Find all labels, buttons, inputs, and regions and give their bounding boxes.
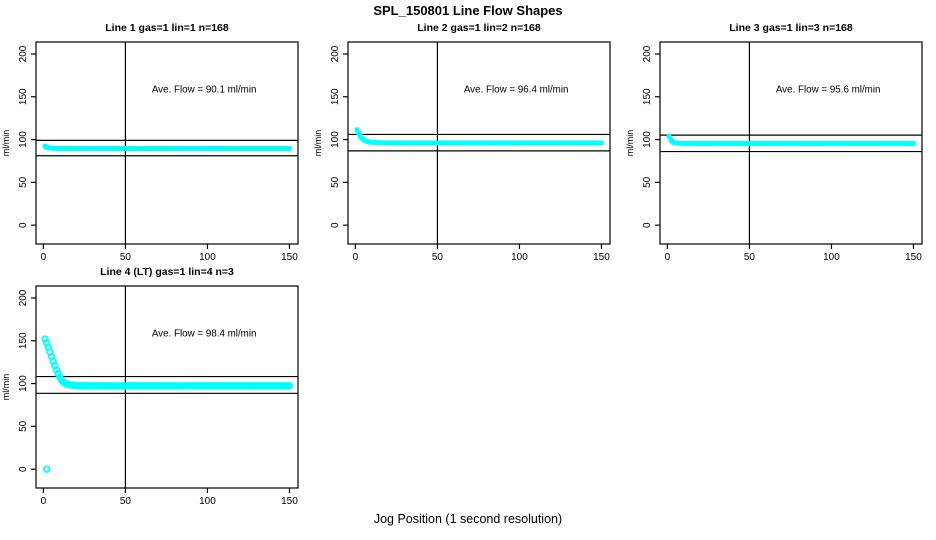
x-tick-label: 150 xyxy=(281,252,298,263)
y-tick-label: 0 xyxy=(330,222,341,228)
y-tick-label: 0 xyxy=(642,222,653,228)
x-tick-label: 100 xyxy=(199,496,216,507)
panel-title: Line 2 gas=1 lin=2 n=168 xyxy=(417,22,541,34)
plot-box xyxy=(35,285,299,489)
x-tick-label: 150 xyxy=(281,496,298,507)
panel-title: Line 4 (LT) gas=1 lin=4 n=3 xyxy=(100,266,234,278)
y-tick-label: 150 xyxy=(330,88,341,105)
data-series xyxy=(354,127,604,146)
y-tick-label: 100 xyxy=(18,131,29,148)
y-axis-unit-label: ml/min xyxy=(313,130,323,157)
x-tick-label: 100 xyxy=(199,252,216,263)
panel-title: Line 3 gas=1 lin=3 n=168 xyxy=(729,22,853,34)
x-tick-label: 100 xyxy=(511,252,528,263)
plot-svg: 0 50 100 150 0 50 100 150 200 ml/min Ave. Flow = 9… xyxy=(625,41,923,263)
y-tick-label: 150 xyxy=(18,88,29,105)
x-tick-label: 50 xyxy=(744,252,756,263)
ave-flow-annotation: Ave. Flow = 98.4 ml/min xyxy=(152,329,257,340)
plot-svg: 0 50 100 150 0 50 100 150 200 ml/min Ave. Flow = 9… xyxy=(1,285,299,507)
panel-2: Line 2 gas=1 lin=2 n=168 0 50 100 150 0 50 100 1… xyxy=(312,12,624,264)
panel-4: Line 4 (LT) gas=1 lin=4 n=3 0 50 100 150 0 50 1… xyxy=(0,256,312,508)
panel-3: Line 3 gas=1 lin=3 n=168 0 50 100 150 0 50 100 1… xyxy=(624,12,936,264)
y-tick-label: 100 xyxy=(642,131,653,148)
plot-box xyxy=(659,41,923,245)
x-tick-label: 150 xyxy=(905,252,922,263)
main-title: SPL_150801 Line Flow Shapes xyxy=(373,3,563,18)
y-tick-label: 100 xyxy=(18,375,29,392)
x-tick-label: 0 xyxy=(41,496,47,507)
y-tick-label: 100 xyxy=(330,131,341,148)
y-tick-label: 150 xyxy=(642,88,653,105)
y-tick-label: 50 xyxy=(642,176,653,188)
ave-flow-annotation: Ave. Flow = 96.4 ml/min xyxy=(464,85,569,96)
plot-box xyxy=(347,41,611,245)
y-axis-unit-label: ml/min xyxy=(625,130,635,157)
y-tick-label: 200 xyxy=(18,289,29,306)
plot-svg: 0 50 100 150 0 50 100 150 200 ml/min Ave. Flow = 9… xyxy=(313,41,611,263)
y-axis-unit-label: ml/min xyxy=(1,130,11,157)
plot-svg: 0 50 100 150 0 50 100 150 200 ml/min Ave. Flow = 9… xyxy=(1,41,299,263)
x-tick-label: 0 xyxy=(41,252,47,263)
y-tick-label: 50 xyxy=(330,176,341,188)
x-tick-label: 50 xyxy=(120,496,132,507)
panel-1: Line 1 gas=1 lin=1 n=168 0 50 100 150 0 50 100 1… xyxy=(0,12,312,264)
data-series xyxy=(42,143,292,151)
data-series xyxy=(41,335,294,473)
ave-flow-annotation: Ave. Flow = 95.6 ml/min xyxy=(776,85,881,96)
x-tick-label: 50 xyxy=(432,252,444,263)
y-tick-label: 50 xyxy=(18,420,29,432)
x-tick-label: 0 xyxy=(665,252,671,263)
y-axis-unit-label: ml/min xyxy=(1,374,11,401)
y-tick-label: 200 xyxy=(330,45,341,62)
data-series xyxy=(666,133,916,146)
plot-box xyxy=(35,41,299,245)
x-tick-label: 0 xyxy=(353,252,359,263)
y-tick-label: 50 xyxy=(18,176,29,188)
y-tick-label: 200 xyxy=(18,45,29,62)
x-axis-label: Jog Position (1 second resolution) xyxy=(373,512,563,526)
x-tick-label: 150 xyxy=(593,252,610,263)
x-tick-label: 50 xyxy=(120,252,132,263)
x-tick-label: 100 xyxy=(823,252,840,263)
y-tick-label: 0 xyxy=(18,466,29,472)
ave-flow-annotation: Ave. Flow = 90.1 ml/min xyxy=(152,85,257,96)
y-tick-label: 200 xyxy=(642,45,653,62)
y-tick-label: 0 xyxy=(18,222,29,228)
panel-title: Line 1 gas=1 lin=1 n=168 xyxy=(105,22,229,34)
y-tick-label: 150 xyxy=(18,332,29,349)
